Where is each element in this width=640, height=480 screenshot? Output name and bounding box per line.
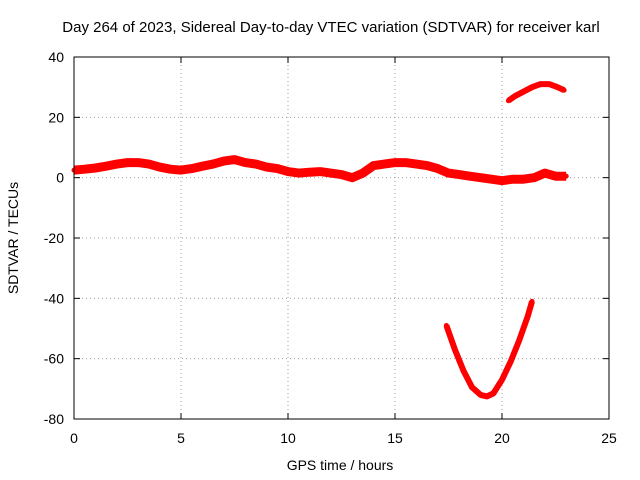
data-point-main (82, 166, 88, 172)
data-point-main (210, 161, 216, 167)
data-point-lower-arc (452, 347, 458, 353)
data-point-upper-arc (512, 93, 518, 99)
axis-ticks: 0 5 10 15 20 25 -80 -60 -40 -20 0 20 40 (44, 49, 617, 446)
x-tick-label: 25 (601, 430, 617, 446)
data-point-main (403, 160, 409, 166)
data-point-main (242, 160, 248, 166)
y-axis-label: SDTVAR / TECUs (5, 182, 21, 294)
y-tick-label: 40 (48, 49, 64, 65)
data-point-main (435, 166, 441, 172)
data-point-main (328, 170, 334, 176)
data-point-main (167, 166, 173, 172)
x-tick-label: 5 (177, 430, 185, 446)
data-point-upper-arc (538, 81, 543, 87)
data-point-main (285, 169, 291, 175)
data-point-main (317, 169, 323, 175)
data-point-lower-arc (499, 377, 505, 383)
series-lower-arc (443, 300, 535, 400)
x-axis-label: GPS time / hours (287, 457, 394, 473)
data-point-main (199, 163, 205, 169)
x-tick-label: 10 (280, 430, 296, 446)
data-point-main (253, 161, 259, 167)
data-point-main (92, 165, 98, 171)
data-series (71, 81, 569, 400)
data-point-lower-arc (508, 359, 514, 365)
data-point-main (125, 160, 130, 166)
grid-lines (74, 57, 609, 419)
data-point-upper-arc (555, 84, 561, 90)
data-point-main (360, 170, 366, 176)
data-point-main (520, 176, 526, 182)
data-point-lower-arc (490, 390, 496, 396)
data-point-main (499, 178, 505, 184)
data-point-main (189, 166, 195, 172)
data-point-upper-arc (505, 98, 511, 104)
data-point-main (424, 163, 430, 169)
data-point-upper-arc (561, 87, 567, 93)
data-point-main (339, 172, 344, 178)
data-point-main (413, 161, 419, 167)
data-point-main (531, 175, 537, 181)
data-point-main (381, 161, 387, 167)
y-tick-label: -60 (44, 351, 64, 367)
data-point-main (349, 175, 355, 181)
data-point-main (467, 173, 473, 179)
data-point-main (306, 169, 312, 175)
data-point-lower-arc (529, 298, 535, 304)
x-tick-label: 20 (494, 430, 510, 446)
y-tick-label: -20 (44, 230, 64, 246)
y-tick-label: -80 (44, 411, 64, 427)
data-point-upper-arc (520, 89, 526, 95)
data-point-main (274, 166, 280, 172)
plot-frame (73, 56, 610, 420)
data-point-lower-arc (461, 368, 466, 374)
data-point-main (456, 172, 462, 178)
data-point-main (135, 160, 141, 166)
data-point-main (542, 170, 548, 176)
data-point-main (510, 176, 516, 182)
data-point-upper-arc (546, 81, 552, 87)
data-point-main (392, 160, 398, 166)
data-point-main (146, 161, 152, 167)
x-tick-label: 0 (70, 430, 78, 446)
data-point-lower-arc (469, 384, 475, 390)
data-point-lower-arc (484, 393, 490, 399)
data-point-main (221, 158, 227, 164)
data-point-lower-arc (525, 313, 531, 319)
y-tick-label: -40 (44, 290, 64, 306)
data-point-main (371, 163, 377, 169)
data-point-main (488, 176, 494, 182)
data-point-lower-arc (516, 338, 522, 344)
data-point-lower-arc (443, 323, 449, 328)
data-point-main (446, 170, 451, 176)
data-point-main (157, 164, 163, 170)
data-point-main (553, 173, 558, 179)
data-point-lower-arc (478, 392, 484, 398)
data-point-main (296, 170, 302, 176)
data-point-main (478, 175, 484, 181)
x-tick-label: 15 (387, 430, 403, 446)
y-tick-label: 20 (48, 109, 64, 125)
chart-title: Day 264 of 2023, Sidereal Day-to-day VTE… (62, 19, 599, 36)
data-point-main (563, 173, 569, 179)
data-point-upper-arc (529, 84, 535, 90)
data-point-main (178, 167, 184, 173)
data-point-main (103, 163, 109, 169)
y-tick-label: 0 (56, 170, 64, 186)
data-point-main (264, 164, 270, 170)
data-point-main (232, 157, 237, 163)
data-point-main (114, 161, 120, 167)
